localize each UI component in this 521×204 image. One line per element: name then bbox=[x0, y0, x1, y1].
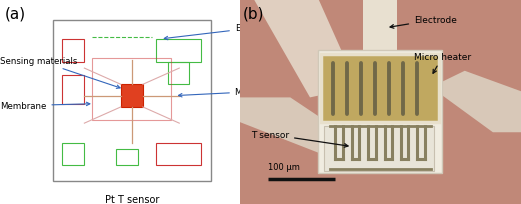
Text: Electrode: Electrode bbox=[390, 16, 457, 29]
Text: Micro heater: Micro heater bbox=[414, 53, 471, 74]
Polygon shape bbox=[397, 0, 442, 31]
Polygon shape bbox=[240, 98, 358, 153]
Text: T sensor: T sensor bbox=[251, 130, 348, 147]
Text: (a): (a) bbox=[5, 6, 26, 21]
Polygon shape bbox=[254, 0, 358, 98]
Polygon shape bbox=[431, 71, 521, 133]
Text: Pt T sensor: Pt T sensor bbox=[105, 194, 159, 204]
Text: Sensing materials: Sensing materials bbox=[0, 57, 120, 89]
Text: Membrane: Membrane bbox=[0, 102, 90, 111]
Polygon shape bbox=[318, 51, 442, 173]
Polygon shape bbox=[121, 85, 143, 108]
Text: 100 μm: 100 μm bbox=[268, 162, 300, 171]
Polygon shape bbox=[321, 55, 439, 122]
Text: Micro heater: Micro heater bbox=[179, 87, 289, 98]
Text: (b): (b) bbox=[242, 6, 264, 21]
Polygon shape bbox=[364, 0, 397, 57]
Polygon shape bbox=[324, 126, 434, 171]
Text: Electrode: Electrode bbox=[164, 24, 276, 41]
Polygon shape bbox=[240, 0, 521, 204]
